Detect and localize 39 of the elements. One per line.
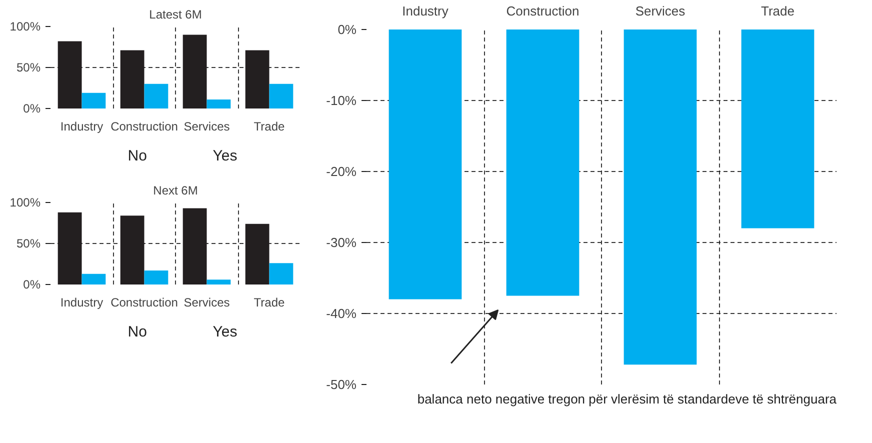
y-tick-label: -20% [326, 164, 357, 179]
text: Yes [212, 148, 238, 164]
x-tick-label: Trade [761, 4, 794, 18]
y-tick-label: 100% [10, 20, 41, 34]
x-tick-label: Industry [402, 4, 449, 18]
bar [206, 99, 231, 108]
y-tick-label: -10% [326, 93, 357, 108]
x-tick-label: Construction [110, 296, 178, 310]
y-tick-label: -40% [326, 306, 357, 321]
bar [269, 84, 294, 108]
bar [269, 263, 294, 284]
y-tick-label: 0% [338, 22, 357, 37]
bar [82, 274, 106, 284]
x-tick-label: Construction [110, 120, 178, 134]
x-tick-label: Construction [506, 4, 580, 18]
y-tick-label: 0% [23, 278, 41, 292]
x-tick-label: Services [184, 296, 230, 310]
chart-title: Latest 6M [149, 8, 202, 22]
y-tick-label: 0% [23, 102, 41, 116]
x-tick-label: Services [635, 4, 686, 18]
bar [144, 84, 168, 108]
x-tick-label: Trade [254, 296, 286, 310]
y-tick-label: -30% [326, 235, 357, 250]
y-tick-label: 50% [16, 236, 41, 250]
chart-title: Next 6M [153, 184, 198, 198]
bar [144, 270, 168, 284]
bar [206, 280, 231, 284]
y-tick-label: 100% [10, 196, 41, 210]
x-tick-label: Industry [60, 120, 104, 134]
y-tick-label: 50% [16, 60, 41, 74]
text: Yes [212, 324, 238, 340]
text: balanca neto negative tregon për vlerësim të standardeve të shtrënguara [417, 392, 838, 406]
text: No [128, 324, 148, 340]
text: No [128, 148, 148, 164]
x-tick-label: Services [184, 120, 230, 134]
x-tick-label: Trade [254, 120, 286, 134]
y-tick-label: -50% [326, 377, 357, 392]
x-tick-label: Industry [60, 296, 104, 310]
bar [82, 92, 106, 108]
